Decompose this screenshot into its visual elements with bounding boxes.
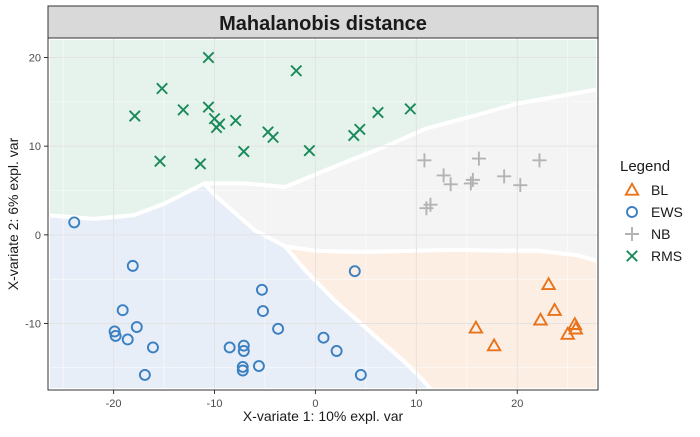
point-marker xyxy=(468,319,484,334)
point-marker xyxy=(471,151,486,166)
point-marker xyxy=(237,339,250,352)
data-points xyxy=(68,51,584,381)
chart-title: Mahalanobis distance xyxy=(219,13,427,35)
point-marker xyxy=(417,153,432,168)
legend-label: RMS xyxy=(651,248,682,264)
legend-label: BL xyxy=(651,182,668,198)
point-marker xyxy=(223,341,236,354)
point-marker xyxy=(419,201,434,216)
point-marker xyxy=(210,121,223,134)
x-tick-label: 0 xyxy=(312,398,318,410)
point-marker xyxy=(236,360,249,373)
point-marker xyxy=(354,368,367,381)
point-marker xyxy=(237,345,250,357)
point-marker xyxy=(404,103,417,115)
x-tick-label: 20 xyxy=(511,398,523,410)
point-marker xyxy=(540,276,557,291)
x-tick-label: -20 xyxy=(106,398,122,410)
point-marker xyxy=(202,101,215,114)
point-marker xyxy=(566,316,583,330)
series-rms xyxy=(128,51,417,170)
point-marker xyxy=(567,320,584,335)
point-marker xyxy=(202,51,215,64)
point-marker xyxy=(257,305,269,318)
axes: -20 -10 0 10 20 -10 0 10 20 xyxy=(25,53,523,410)
point-marker xyxy=(465,172,480,187)
point-marker xyxy=(252,360,265,373)
point-marker xyxy=(436,168,451,183)
series-nb xyxy=(417,151,547,216)
point-marker xyxy=(443,177,458,192)
point-marker xyxy=(513,178,528,193)
point-marker xyxy=(272,322,285,335)
point-marker xyxy=(626,206,638,218)
point-marker xyxy=(497,169,512,184)
point-marker xyxy=(546,302,563,316)
point-marker xyxy=(237,145,250,158)
point-marker xyxy=(130,321,143,333)
y-tick-label: 10 xyxy=(29,141,41,153)
y-tick-label: -10 xyxy=(25,319,41,331)
y-tick-label: 20 xyxy=(29,53,41,65)
point-marker xyxy=(317,331,330,344)
series-ews xyxy=(68,216,367,381)
point-marker xyxy=(626,250,638,262)
point-marker xyxy=(330,345,343,357)
point-marker xyxy=(138,368,151,381)
title-strip-background xyxy=(47,5,599,39)
point-marker xyxy=(532,153,547,168)
point-marker xyxy=(267,131,279,144)
point-marker xyxy=(154,155,166,168)
legend-label: EWS xyxy=(651,204,683,220)
legend-item-bl: BL xyxy=(624,181,668,198)
legend-title: Legend xyxy=(620,158,670,175)
x-tick-label: -10 xyxy=(207,398,223,410)
legend-label: NB xyxy=(651,226,670,242)
point-marker xyxy=(463,176,478,191)
point-marker xyxy=(108,325,121,338)
point-marker xyxy=(624,181,640,196)
title-strip: Mahalanobis distance xyxy=(47,5,599,39)
point-marker xyxy=(625,227,639,241)
point-marker xyxy=(255,283,268,296)
point-marker xyxy=(229,114,242,127)
point-marker xyxy=(68,216,81,229)
series-bl xyxy=(468,276,584,352)
point-marker xyxy=(121,333,134,346)
y-tick-label: 0 xyxy=(35,230,41,242)
point-marker xyxy=(128,110,141,122)
point-marker xyxy=(109,329,122,342)
y-axis-label: X-variate 2: 6% expl. var xyxy=(5,137,21,290)
legend: Legend BL EWS NB RMS xyxy=(620,158,683,264)
point-marker xyxy=(348,265,361,278)
legend-item-nb: NB xyxy=(625,226,670,242)
point-marker xyxy=(236,364,249,377)
point-marker xyxy=(290,64,303,77)
point-marker xyxy=(147,341,159,354)
legend-item-rms: RMS xyxy=(626,248,682,264)
point-marker xyxy=(353,123,366,136)
point-marker xyxy=(194,158,207,170)
x-tick-label: 10 xyxy=(410,398,422,410)
legend-item-ews: EWS xyxy=(626,204,683,220)
point-marker xyxy=(532,311,549,326)
x-axis-label: X-variate 1: 10% expl. var xyxy=(243,408,404,424)
point-marker xyxy=(116,304,129,317)
point-marker xyxy=(156,82,168,95)
point-marker xyxy=(372,106,384,119)
point-marker xyxy=(486,337,502,352)
point-marker xyxy=(126,259,139,272)
point-marker xyxy=(177,103,190,116)
point-marker xyxy=(303,144,316,157)
decision-regions xyxy=(46,36,600,392)
